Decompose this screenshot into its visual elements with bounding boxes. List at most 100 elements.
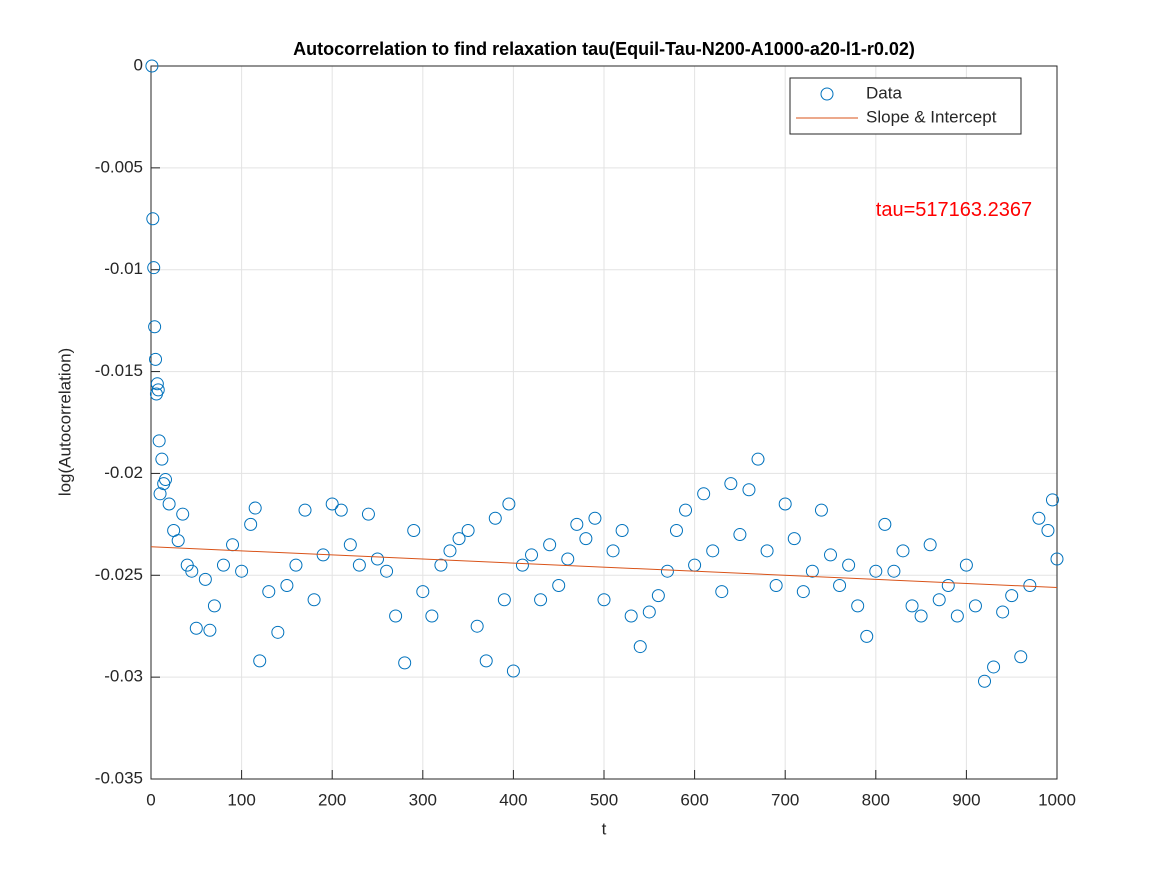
data-point bbox=[1050, 552, 1064, 566]
data-point bbox=[615, 523, 629, 537]
data-point bbox=[389, 609, 403, 623]
data-point bbox=[1041, 523, 1055, 537]
data-point bbox=[151, 383, 165, 397]
data-point bbox=[814, 503, 828, 517]
data-point bbox=[307, 593, 321, 607]
data-point bbox=[697, 487, 711, 501]
data-point bbox=[488, 511, 502, 525]
data-point bbox=[352, 558, 366, 572]
data-point bbox=[171, 534, 185, 548]
x-tick-label: 900 bbox=[952, 790, 980, 809]
data-point bbox=[978, 674, 992, 688]
data-point bbox=[932, 593, 946, 607]
data-point bbox=[176, 507, 190, 521]
data-point bbox=[905, 599, 919, 613]
data-point bbox=[715, 585, 729, 599]
y-tick-label: -0.035 bbox=[95, 768, 143, 787]
x-axis-label: t bbox=[602, 819, 607, 838]
data-point bbox=[651, 589, 665, 603]
data-point bbox=[787, 532, 801, 546]
data-point bbox=[824, 548, 837, 562]
data-point bbox=[398, 656, 412, 670]
data-point bbox=[298, 503, 312, 517]
data-point bbox=[502, 497, 516, 511]
data-point bbox=[515, 558, 529, 572]
data-point bbox=[461, 523, 475, 537]
data-point bbox=[216, 558, 230, 572]
data-point bbox=[158, 473, 172, 487]
data-point bbox=[497, 593, 511, 607]
data-point bbox=[778, 497, 792, 511]
x-tick-label: 200 bbox=[318, 790, 346, 809]
data-point bbox=[724, 477, 738, 491]
data-point bbox=[878, 517, 892, 531]
data-point bbox=[887, 564, 901, 578]
chart-title: Autocorrelation to find relaxation tau(E… bbox=[293, 39, 915, 59]
data-point bbox=[244, 517, 258, 531]
data-point bbox=[152, 434, 166, 448]
data-point bbox=[552, 578, 566, 592]
x-tick-label: 600 bbox=[680, 790, 708, 809]
data-point bbox=[479, 654, 493, 668]
data-point bbox=[579, 532, 593, 546]
plot-frame bbox=[150, 65, 1058, 780]
data-point bbox=[642, 605, 656, 619]
y-tick-label: -0.03 bbox=[104, 667, 143, 686]
data-point bbox=[869, 564, 883, 578]
data-point bbox=[679, 503, 693, 517]
data-point bbox=[1014, 650, 1028, 664]
y-tick-label: -0.01 bbox=[104, 259, 143, 278]
data-point bbox=[506, 664, 520, 678]
data-point bbox=[1032, 511, 1046, 525]
data-point bbox=[733, 528, 747, 542]
annotation: tau=517163.2367 bbox=[876, 199, 1032, 221]
data-point bbox=[968, 599, 982, 613]
data-point bbox=[923, 538, 937, 552]
y-tick-label: -0.025 bbox=[95, 565, 143, 584]
data-point bbox=[380, 564, 394, 578]
x-tick-label: 300 bbox=[409, 790, 437, 809]
legend-box bbox=[789, 77, 1022, 135]
data-point bbox=[660, 564, 674, 578]
x-tick-label: 0 bbox=[146, 790, 155, 809]
data-point bbox=[189, 621, 203, 635]
data-point bbox=[361, 507, 375, 521]
data-point bbox=[203, 623, 217, 637]
data-point bbox=[185, 564, 199, 578]
data-point bbox=[669, 523, 683, 537]
data-point bbox=[950, 609, 964, 623]
data-point bbox=[443, 544, 457, 558]
data-point bbox=[624, 609, 638, 623]
data-point bbox=[198, 572, 212, 586]
legend-label: Slope & Intercept bbox=[866, 107, 997, 126]
data-point bbox=[941, 578, 955, 592]
data-point bbox=[207, 599, 221, 613]
legend-label: Data bbox=[866, 83, 902, 102]
data-point bbox=[1023, 578, 1037, 592]
data-point bbox=[343, 538, 357, 552]
x-tick-label: 500 bbox=[590, 790, 618, 809]
data-point bbox=[996, 605, 1010, 619]
data-point bbox=[434, 558, 448, 572]
y-axis-label: log(Autocorrelation) bbox=[55, 348, 74, 496]
data-point bbox=[334, 503, 348, 517]
data-point bbox=[796, 585, 810, 599]
data-point bbox=[416, 585, 430, 599]
data-point bbox=[470, 619, 484, 633]
x-tick-label: 700 bbox=[771, 790, 799, 809]
data-point bbox=[145, 59, 159, 73]
data-point bbox=[851, 599, 865, 613]
data-point bbox=[959, 558, 973, 572]
fit-line bbox=[150, 546, 1058, 589]
data-point bbox=[289, 558, 303, 572]
data-point bbox=[896, 544, 910, 558]
data-point bbox=[248, 501, 262, 515]
data-point bbox=[155, 452, 169, 466]
data-point bbox=[226, 538, 240, 552]
y-tick-label: -0.02 bbox=[104, 463, 143, 482]
data-point bbox=[162, 497, 176, 511]
data-point bbox=[1045, 493, 1059, 507]
x-tick-label: 100 bbox=[227, 790, 255, 809]
legend-symbol bbox=[820, 87, 834, 101]
